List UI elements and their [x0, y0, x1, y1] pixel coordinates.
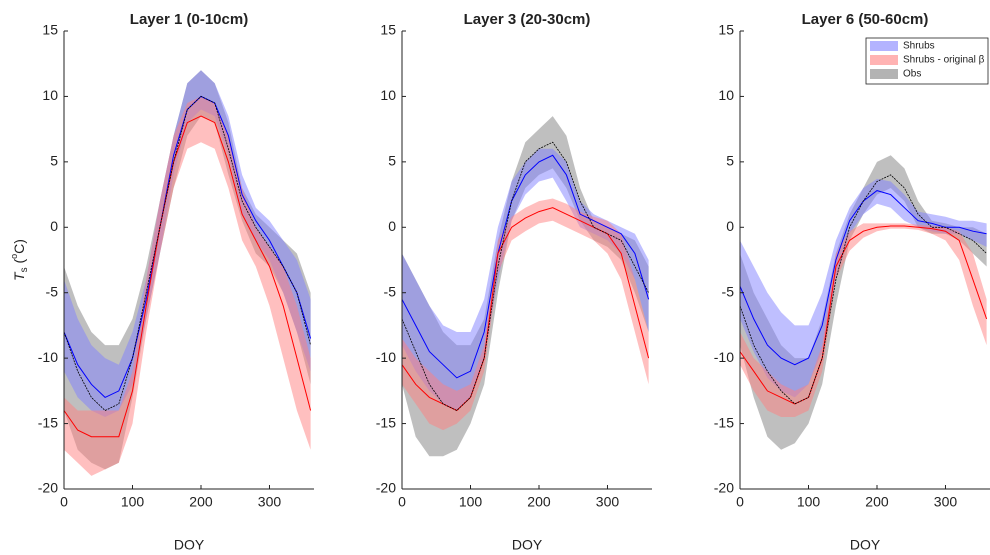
ylabel-sup: o: [9, 254, 19, 259]
y-tick-label: 15: [42, 22, 58, 38]
band: [402, 148, 649, 411]
panel-title: Layer 3 (20-30cm): [464, 11, 591, 28]
ylabel-open: (: [11, 259, 27, 268]
band: [740, 178, 987, 398]
x-axis-label: DOY: [174, 537, 205, 553]
ylabel-close: C): [11, 239, 27, 254]
line: [63, 95, 312, 398]
line: [739, 225, 988, 405]
y-tick-label: -15: [714, 414, 734, 430]
x-axis-label: DOY: [850, 537, 881, 553]
y-tick-label: 15: [380, 22, 396, 38]
line: [739, 174, 987, 405]
x-tick-label: 100: [797, 494, 821, 510]
panel-title: Layer 6 (50-60cm): [802, 11, 929, 28]
legend-label: Obs: [903, 69, 921, 80]
line: [63, 95, 311, 411]
x-tick-label: 0: [736, 494, 744, 510]
x-tick-label: 0: [398, 494, 406, 510]
ylabel-main: T: [11, 271, 27, 281]
band: [402, 198, 649, 431]
y-tick-label: 10: [380, 87, 396, 103]
band: [740, 223, 987, 417]
y-tick-label: 10: [42, 87, 58, 103]
y-tick-label: 5: [388, 153, 396, 169]
x-tick-label: 200: [865, 494, 889, 510]
y-tick-label: -15: [376, 414, 396, 430]
x-tick-label: 200: [527, 494, 551, 510]
y-tick-label: 10: [718, 87, 734, 103]
x-axis-label: DOY: [512, 537, 543, 553]
legend-label: Shrubs: [903, 41, 935, 52]
line: [63, 115, 312, 438]
y-tick-label: -20: [376, 480, 396, 496]
band: [64, 96, 311, 476]
x-tick-label: 300: [258, 494, 282, 510]
y-tick-label: -10: [38, 349, 58, 365]
y-axis-label: Ts (oC): [9, 239, 29, 281]
x-tick-label: 300: [934, 494, 958, 510]
legend-swatch: [870, 69, 898, 79]
y-tick-label: 0: [388, 218, 396, 234]
y-tick-label: -10: [714, 349, 734, 365]
legend-swatch: [870, 41, 898, 51]
legend-label: Shrubs - original β: [903, 55, 985, 66]
y-tick-label: 15: [718, 22, 734, 38]
y-tick-label: -5: [46, 283, 59, 299]
legend-swatch: [870, 55, 898, 65]
y-tick-label: 5: [50, 153, 58, 169]
y-tick-label: 0: [726, 218, 734, 234]
line: [401, 154, 650, 379]
x-tick-label: 100: [121, 494, 145, 510]
y-tick-label: -5: [384, 283, 397, 299]
line: [401, 141, 649, 411]
panel-title: Layer 1 (0-10cm): [130, 11, 248, 28]
y-tick-label: -20: [714, 480, 734, 496]
y-tick-label: 5: [726, 153, 734, 169]
x-tick-label: 100: [459, 494, 483, 510]
y-tick-label: -10: [376, 349, 396, 365]
y-tick-label: -20: [38, 480, 58, 496]
ylabel-sub: s: [19, 267, 30, 272]
y-tick-label: 0: [50, 218, 58, 234]
x-tick-label: 200: [189, 494, 213, 510]
y-tick-label: -15: [38, 414, 58, 430]
x-tick-label: 0: [60, 494, 68, 510]
x-tick-label: 300: [596, 494, 620, 510]
y-tick-label: -5: [722, 283, 735, 299]
